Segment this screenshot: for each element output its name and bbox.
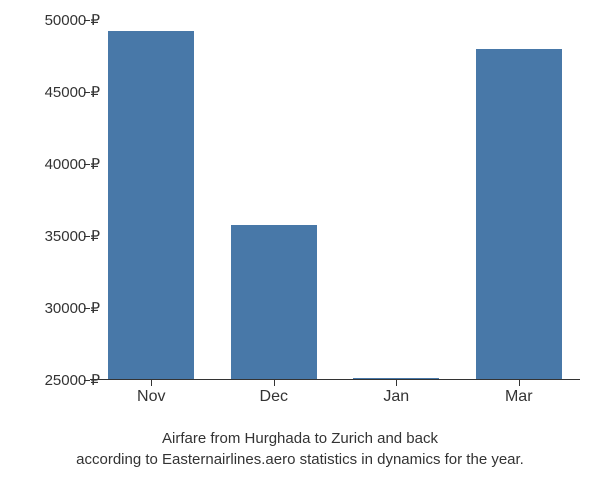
caption-line-2: according to Easternairlines.aero statis… [0,449,600,470]
bar-chart: NovDecJanMar [90,20,580,400]
caption-line-1: Airfare from Hurghada to Zurich and back [0,428,600,449]
y-axis-label: 50000 ₽ [45,11,100,29]
x-axis-label: Mar [505,388,533,406]
x-axis-label: Nov [137,388,165,406]
y-axis-label: 35000 ₽ [45,227,100,245]
x-axis-label: Dec [260,388,288,406]
y-axis-label: 40000 ₽ [45,155,100,173]
x-axis-label: Jan [383,388,409,406]
plot-area [90,20,580,380]
bar [353,378,439,379]
bar [231,225,317,379]
y-axis-label: 30000 ₽ [45,299,100,317]
y-axis-label: 25000 ₽ [45,371,100,389]
y-axis-label: 45000 ₽ [45,83,100,101]
chart-caption: Airfare from Hurghada to Zurich and back… [0,428,600,470]
bar [108,31,194,379]
bar [476,49,562,379]
